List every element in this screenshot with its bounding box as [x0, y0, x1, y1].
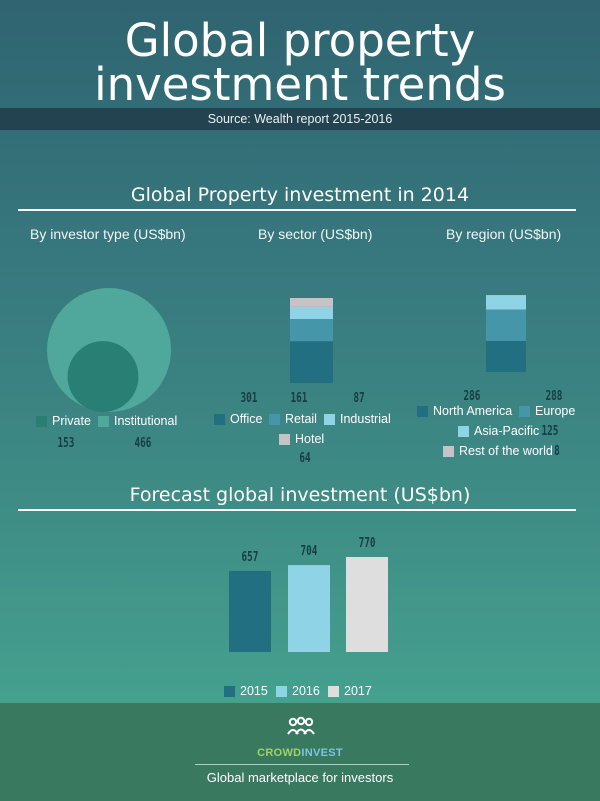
sector-segment-industrial	[290, 306, 333, 319]
forecast-value-2017: 770	[359, 534, 376, 550]
legend-swatch	[519, 405, 530, 417]
page-title-line1: Global property	[124, 14, 476, 67]
legend-label: North America	[433, 404, 513, 418]
footer-divider	[195, 764, 409, 765]
footer-tagline: Global marketplace for investors	[206, 770, 394, 785]
forecast-bar-2015	[229, 570, 271, 652]
legend-industrial: Industrial	[324, 412, 391, 426]
legend-label: 2015	[240, 684, 268, 698]
sector-segment-retail	[290, 318, 333, 342]
forecast-bar-2017	[346, 557, 388, 652]
sector-label: By sector (US$bn)	[258, 226, 373, 242]
legend-label: Industrial	[340, 412, 391, 426]
section2-divider	[18, 509, 576, 511]
legend-office: Office	[214, 412, 262, 426]
legend-label: Asia-Pacific	[474, 424, 540, 438]
investor-type-label: By investor type (US$bn)	[30, 226, 186, 242]
section1-title: Global Property investment in 2014	[130, 184, 470, 206]
value-asia-pacific: 125	[541, 424, 559, 439]
legend-swatch	[324, 413, 335, 425]
circle-private	[67, 341, 139, 412]
region-segment-north-america	[486, 340, 526, 372]
region-segment-rest-of-the-world	[486, 295, 526, 296]
legend-swatch	[214, 413, 225, 425]
brand-part1: CROWD	[257, 747, 302, 759]
region-segment-asia-pacific	[486, 295, 526, 310]
forecast-chart: 657 704 770	[229, 534, 388, 652]
legend-private: Private	[36, 414, 91, 428]
legend-europe: Europe	[519, 404, 575, 418]
legend-swatch	[276, 685, 287, 697]
legend-swatch	[224, 685, 235, 697]
legend-swatch	[458, 425, 469, 437]
forecast-bar-2016	[288, 565, 330, 652]
investor-type-chart	[47, 288, 171, 412]
source-text: Source: Wealth report 2015-2016	[207, 112, 393, 126]
legend-swatch	[279, 433, 290, 445]
forecast-value-2016: 704	[301, 542, 318, 558]
legend-asia-pacific: Asia-Pacific	[458, 424, 539, 438]
legend-institutional: Institutional	[98, 414, 177, 428]
footer	[0, 703, 600, 801]
crowd-logo-icon	[287, 716, 315, 735]
legend-label: 2016	[292, 684, 320, 698]
value-institutional: 466	[134, 436, 152, 451]
legend-rest-of-world: Rest of the world	[443, 444, 553, 458]
value-industrial: 87	[353, 391, 365, 406]
value-europe: 288	[545, 389, 563, 404]
legend-2016: 2016	[276, 684, 320, 698]
value-rest-of-world: 8	[554, 444, 560, 459]
value-private: 153	[57, 436, 75, 451]
page-title-line2: investment trends	[94, 58, 506, 111]
source-band	[0, 108, 600, 130]
sector-segment-hotel	[290, 298, 333, 307]
legend-label: Rest of the world	[459, 444, 553, 458]
legend-retail: Retail	[269, 412, 317, 426]
section1-divider	[18, 209, 576, 211]
sector-segment-office	[290, 341, 333, 383]
legend-swatch	[443, 445, 454, 457]
legend-swatch	[417, 405, 428, 417]
forecast-value-2015: 657	[242, 548, 259, 564]
value-retail: 161	[290, 391, 308, 406]
brand-name: CROWDINVEST	[0, 747, 600, 759]
legend-swatch	[98, 415, 109, 427]
legend-north-america: North America	[417, 404, 512, 418]
section2-title: Forecast global investment (US$bn)	[129, 484, 471, 506]
legend-hotel: Hotel	[279, 432, 324, 446]
legend-2015: 2015	[224, 684, 268, 698]
region-segment-europe	[486, 309, 526, 341]
value-hotel: 64	[299, 451, 311, 466]
value-office: 301	[240, 391, 258, 406]
legend-label: Private	[52, 414, 91, 428]
legend-label: Hotel	[295, 432, 325, 446]
sector-chart	[290, 298, 333, 383]
legend-label: Office	[230, 412, 263, 426]
region-chart	[486, 295, 526, 372]
legend-swatch	[36, 415, 47, 427]
legend-label: Institutional	[114, 414, 178, 428]
legend-swatch	[328, 685, 339, 697]
legend-2017: 2017	[328, 684, 372, 698]
legend-label: Retail	[285, 412, 317, 426]
value-north-america: 286	[463, 389, 481, 404]
brand-part2: INVEST	[301, 747, 343, 759]
legend-swatch	[269, 413, 280, 425]
legend-label: Europe	[535, 404, 576, 418]
legend-label: 2017	[344, 684, 372, 698]
region-label: By region (US$bn)	[446, 226, 562, 242]
